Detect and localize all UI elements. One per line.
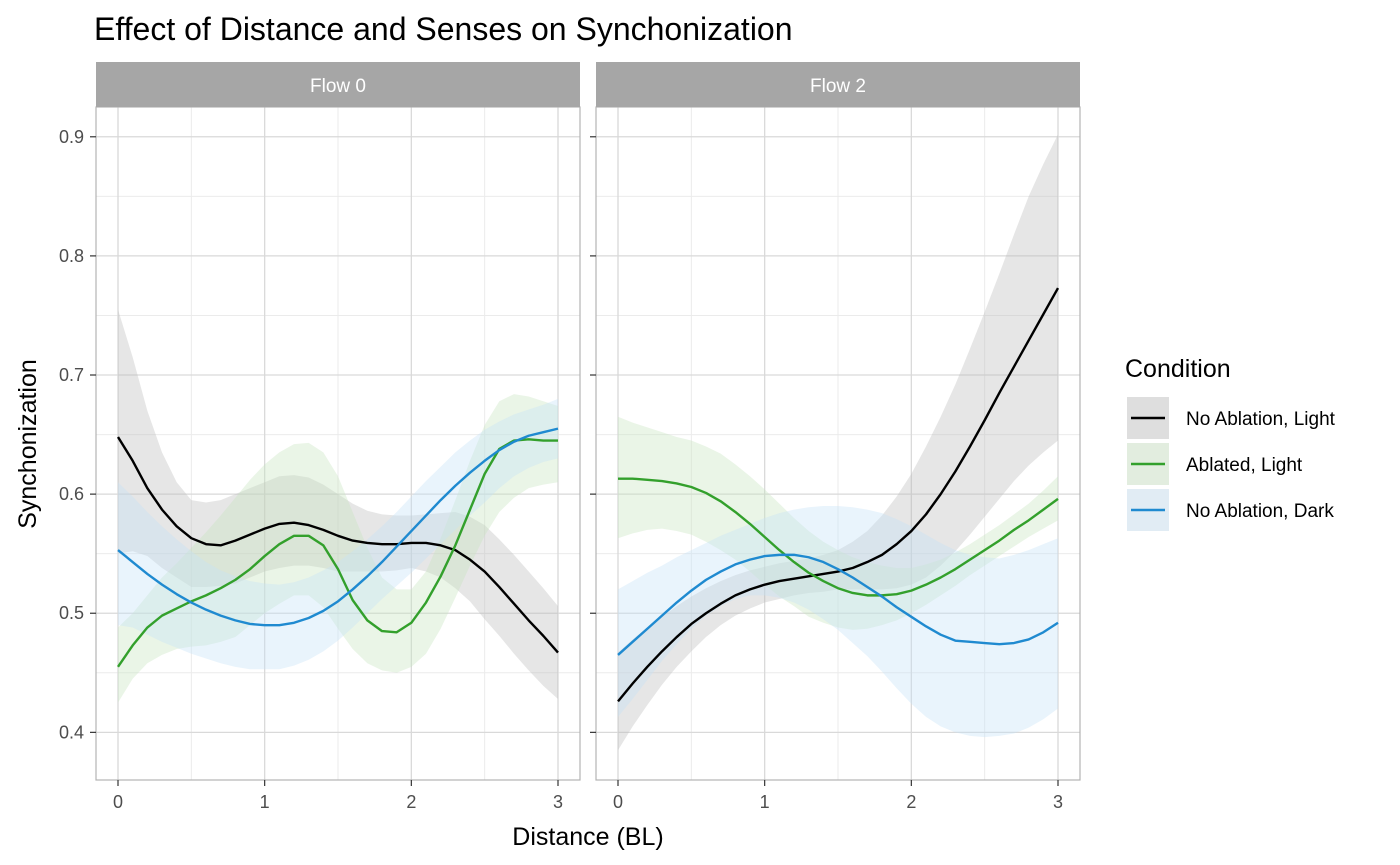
x-tick-label: 1 — [760, 792, 770, 812]
y-tick-label: 0.9 — [59, 127, 84, 147]
series-line — [617, 287, 1060, 703]
series-line — [117, 427, 559, 627]
confidence-band — [118, 394, 558, 703]
legend: Condition No Ablation, Light Ablated, Lig… — [1125, 355, 1336, 531]
confidence-band — [118, 309, 558, 699]
y-axis-title: Synchonization — [14, 359, 42, 529]
series-line — [116, 436, 559, 654]
panel-2: Flow 2 0 1 2 3 — [590, 62, 1081, 812]
y-tick-label: 0.4 — [59, 722, 84, 742]
x-tick-label: 0 — [613, 792, 623, 812]
y-tick-label: 0.6 — [59, 484, 84, 504]
y-tick-label: 0.5 — [59, 603, 84, 623]
confidence-band — [618, 416, 1058, 630]
x-tick-label: 1 — [260, 792, 270, 812]
series-line — [618, 477, 1059, 597]
legend-item: No Ablation, Light — [1127, 397, 1336, 439]
confidence-band — [618, 134, 1058, 751]
facet-strip-label: Flow 2 — [810, 76, 866, 97]
legend-item: Ablated, Light — [1127, 443, 1303, 485]
y-tick-label: 0.7 — [59, 365, 84, 385]
legend-label: No Ablation, Light — [1186, 409, 1336, 430]
x-tick-label: 2 — [406, 792, 416, 812]
x-tick-label: 2 — [906, 792, 916, 812]
chart-title: Effect of Distance and Senses on Synchon… — [94, 11, 793, 47]
confidence-band — [118, 398, 558, 670]
facet-strip — [596, 62, 1080, 107]
x-tick-label: 3 — [1053, 792, 1063, 812]
legend-item: No Ablation, Dark — [1127, 489, 1334, 531]
y-tick-label: 0.8 — [59, 246, 84, 266]
legend-title: Condition — [1125, 355, 1231, 383]
series-line — [617, 553, 1059, 656]
confidence-band — [618, 506, 1058, 738]
facet-strip-label: Flow 0 — [310, 76, 366, 97]
facet-strip — [96, 62, 580, 107]
legend-label: No Ablation, Dark — [1186, 501, 1334, 522]
panel-1: Flow 0 0 1 2 3 0.4 0.5 0.6 0.7 0.8 0.9 — [59, 62, 581, 812]
panels-layer: Flow 0 0 1 2 3 0.4 0.5 0.6 0.7 0.8 0.9 Flow 2 0 1 2 3 — [59, 62, 1081, 812]
x-axis-title: Distance (BL) — [512, 823, 663, 851]
x-tick-label: 3 — [553, 792, 563, 812]
x-tick-label: 0 — [113, 792, 123, 812]
legend-label: Ablated, Light — [1186, 455, 1303, 476]
legend-items: No Ablation, Light Ablated, Light No Ablat… — [1127, 397, 1336, 531]
